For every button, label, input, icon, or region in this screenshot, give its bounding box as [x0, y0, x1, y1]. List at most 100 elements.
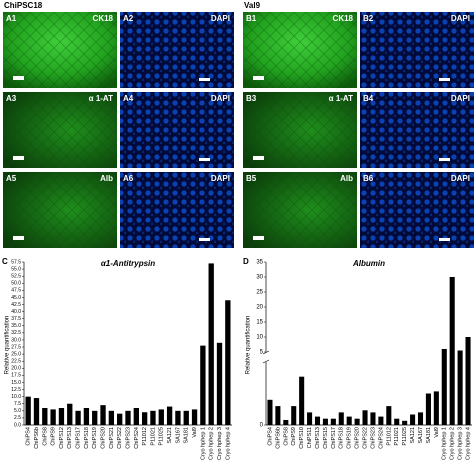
y-tick-label: 0.0 [14, 422, 21, 428]
y-tick-label: 52.5 [11, 274, 21, 280]
x-tick-label: Cryo hphep 4 [225, 427, 231, 460]
x-tick-label: ChiPS19 [92, 427, 98, 449]
image-label: B4 [363, 94, 374, 103]
bar [267, 399, 273, 425]
bar [354, 418, 360, 425]
x-tick-label: Val9 [434, 427, 440, 438]
x-tick-label: ChiPS9 [291, 427, 297, 446]
bar [338, 412, 344, 425]
y-tick-label: 30.0 [11, 337, 21, 343]
y-tick-label: 32.5 [11, 330, 21, 336]
x-tick-label: P11012 [386, 427, 392, 446]
micrograph-texture [243, 172, 357, 248]
stain-label: Alb [100, 174, 113, 183]
bar [200, 345, 206, 425]
x-tick-label: SA167 [175, 427, 181, 444]
bar [291, 406, 297, 425]
micrograph-texture [120, 92, 234, 168]
x-tick-label: Cryo hphep 1 [442, 427, 448, 460]
bar [275, 406, 281, 425]
stain-label: DAPI [211, 174, 230, 183]
y-tick-label: 42.5 [11, 302, 21, 308]
y-tick-label: 7.5 [14, 401, 21, 407]
y-axis-label: Relative quantification [246, 316, 252, 375]
image-label: B5 [246, 174, 257, 183]
bar [117, 413, 123, 425]
x-tick-label: Cryo hphep 3 [458, 427, 464, 460]
bar [191, 409, 198, 425]
x-tick-label: ChiPS13 [67, 427, 73, 449]
bar [25, 396, 31, 425]
x-tick-label: ChiPS13 [315, 427, 321, 449]
bar [433, 391, 439, 425]
x-tick-label: SA181 [184, 427, 190, 444]
x-tick-label: Cryo hphep 2 [450, 427, 456, 460]
bar [208, 263, 214, 425]
x-tick-label: SA121 [410, 427, 416, 444]
y-tick-label: 40.0 [11, 309, 21, 315]
bar [449, 277, 455, 425]
x-tick-label: ChiPS20 [355, 427, 361, 449]
micrograph-texture [3, 92, 117, 168]
x-tick-label: Cryo hphep 3 [217, 427, 223, 460]
bar [378, 416, 384, 425]
micrograph-texture [360, 92, 474, 168]
bar [67, 403, 73, 425]
bar [346, 416, 352, 425]
x-tick-label: ChiPS11 [307, 427, 313, 448]
bar [225, 300, 231, 425]
x-tick-label: ChiPS4 [267, 427, 273, 446]
micrograph-texture [120, 172, 234, 248]
x-tick-label: Cryo hphep 4 [465, 427, 471, 460]
chart-title: Albumin [352, 259, 385, 268]
x-tick-label: ChiPS4 [26, 427, 32, 446]
bar [58, 407, 65, 425]
bar [314, 416, 321, 425]
x-tick-label: Cryo hphep 1 [200, 427, 206, 460]
stain-label: α 1-AT [329, 94, 353, 103]
bar [133, 407, 139, 425]
y-tick-label: 25.0 [11, 351, 21, 357]
x-tick-label: ChiPS18 [84, 427, 90, 449]
x-tick-label: Val9 [192, 427, 198, 438]
micrograph-texture [120, 12, 234, 88]
bar [83, 407, 90, 425]
y-tick-label: 55.0 [11, 266, 21, 272]
stain-label: DAPI [451, 94, 470, 103]
y-tick-label: 45.0 [11, 295, 21, 301]
bar [175, 410, 181, 425]
y-tick-label: 35.0 [11, 323, 21, 329]
scale-bar [439, 78, 450, 81]
x-tick-label: P11021 [394, 427, 400, 446]
panel-letter: C [2, 257, 8, 266]
y-tick-label: 27.5 [11, 344, 21, 350]
stain-label: CK18 [333, 14, 354, 23]
bar [216, 342, 223, 425]
x-tick-label: ChiPS24 [378, 427, 384, 449]
scale-bar [439, 158, 450, 161]
bar [166, 406, 173, 425]
bar [141, 412, 148, 425]
bar [465, 337, 471, 425]
y-tick-label: 25 [256, 290, 263, 296]
bar [307, 412, 313, 425]
image-label: B2 [363, 14, 374, 23]
y-tick-label: 50.0 [11, 281, 21, 287]
x-tick-label: P11025 [402, 427, 408, 446]
micrograph-texture [243, 92, 357, 168]
panel-title: ChiPSC18 [4, 1, 43, 10]
stain-label: DAPI [211, 94, 230, 103]
x-tick-label: ChiPS6b [34, 427, 40, 449]
y-tick-label: 22.5 [11, 359, 21, 365]
x-tick-label: ChiPS6b [275, 427, 281, 449]
y-tick-label: 30 [256, 275, 263, 281]
stain-label: DAPI [451, 174, 470, 183]
x-tick-label: ChiPS21 [109, 427, 115, 449]
y-tick-label: 37.5 [11, 316, 21, 322]
panel-letter: D [243, 257, 249, 266]
bar [158, 409, 164, 425]
image-label: A1 [6, 14, 17, 23]
bar [322, 418, 328, 425]
micrograph-texture [3, 12, 117, 88]
